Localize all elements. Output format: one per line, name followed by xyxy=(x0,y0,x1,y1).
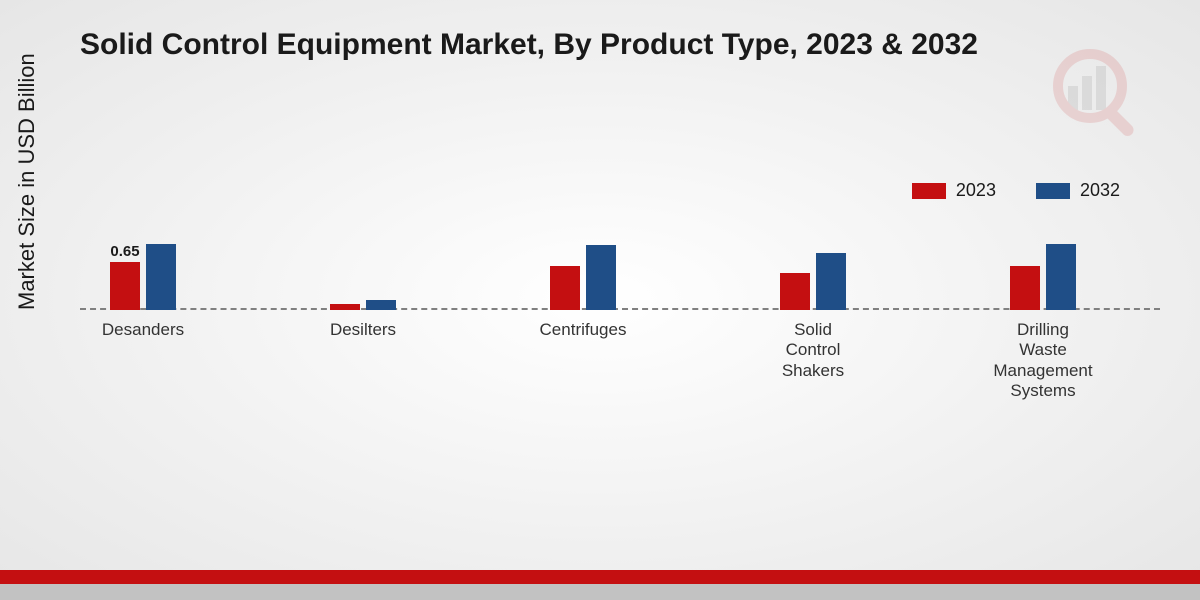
bar-2032 xyxy=(816,253,846,310)
bar-2023 xyxy=(1010,266,1040,310)
footer-red-bar xyxy=(0,570,1200,584)
bar-2023 xyxy=(780,273,810,310)
chart-title: Solid Control Equipment Market, By Produ… xyxy=(80,28,978,62)
category-label: DrillingWasteManagementSystems xyxy=(993,320,1092,402)
category-label: SolidControlShakers xyxy=(782,320,844,381)
bar-2032 xyxy=(1046,244,1076,310)
footer-grey-bar xyxy=(0,584,1200,600)
y-axis-label: Market Size in USD Billion xyxy=(14,53,40,310)
category-label: Desilters xyxy=(330,320,396,340)
category-label: Centrifuges xyxy=(540,320,627,340)
baseline xyxy=(80,308,1160,310)
bar-2023 xyxy=(330,304,360,310)
bar-2032 xyxy=(146,244,176,310)
plot-area: 0.65DesandersDesiltersCentrifugesSolidCo… xyxy=(80,90,1160,310)
bar-2032 xyxy=(366,300,396,310)
category-label: Desanders xyxy=(102,320,184,340)
chart-page: Solid Control Equipment Market, By Produ… xyxy=(0,0,1200,600)
bar-2023: 0.65 xyxy=(110,262,140,310)
bar-2023 xyxy=(550,266,580,310)
bar-value-label: 0.65 xyxy=(110,243,139,260)
bar-2032 xyxy=(586,245,616,310)
